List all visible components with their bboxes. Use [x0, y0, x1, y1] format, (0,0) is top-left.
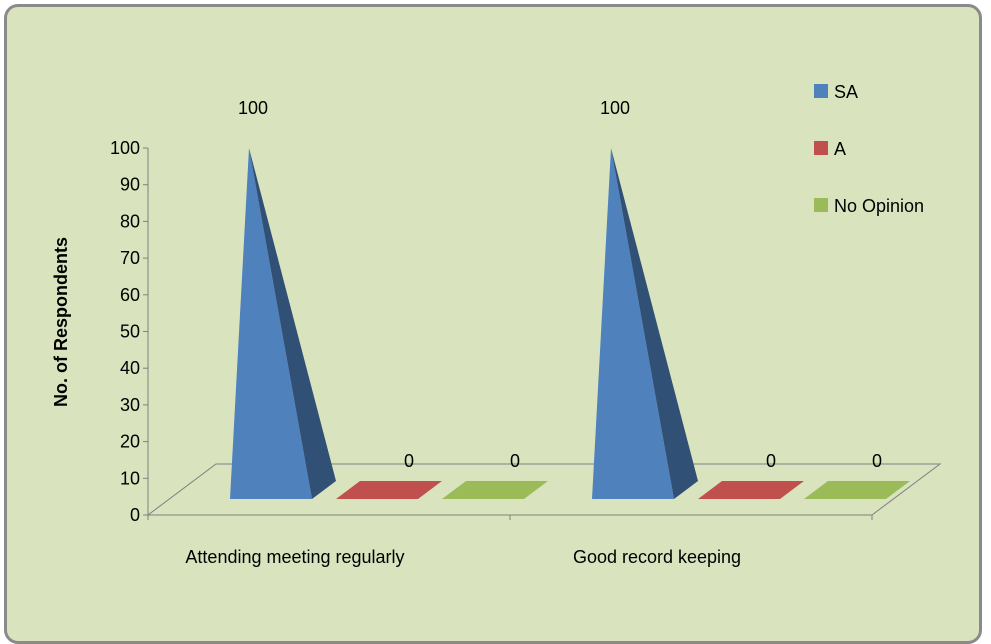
bar-a-flat — [336, 481, 442, 499]
data-label: 0 — [404, 451, 414, 471]
y-axis-label: No. of Respondents — [51, 237, 71, 407]
legend-swatch — [814, 84, 828, 98]
y-tick-label: 40 — [120, 358, 140, 378]
y-tick-label: 20 — [120, 432, 140, 452]
legend-label: A — [834, 139, 846, 159]
x-category-label: Attending meeting regularly — [185, 547, 404, 567]
data-label: 0 — [510, 451, 520, 471]
bar-sa-front — [230, 148, 312, 499]
data-label: 0 — [872, 451, 882, 471]
data-label: 100 — [238, 98, 268, 118]
bar-sa-side — [611, 148, 698, 499]
legend-swatch — [814, 141, 828, 155]
bar-sa-side — [249, 148, 336, 499]
y-tick-label: 100 — [110, 138, 140, 158]
y-tick-label: 0 — [130, 505, 140, 525]
bar-no-opinion-flat — [804, 481, 910, 499]
bar-a-flat — [698, 481, 804, 499]
y-tick-label: 60 — [120, 285, 140, 305]
y-tick-label: 30 — [120, 395, 140, 415]
x-category-label: Good record keeping — [573, 547, 741, 567]
chart: 0 10 20 30 40 50 60 70 80 90 100 Attending meeting… — [51, 82, 942, 567]
legend-label: No Opinion — [834, 196, 924, 216]
y-tick-label: 50 — [120, 322, 140, 342]
y-tick-label: 10 — [120, 468, 140, 488]
legend-label: SA — [834, 82, 858, 102]
legend-swatch — [814, 198, 828, 212]
bar-sa-front — [592, 148, 674, 499]
y-tick-label: 70 — [120, 248, 140, 268]
data-label: 0 — [766, 451, 776, 471]
data-label: 100 — [600, 98, 630, 118]
chart-frame — [4, 4, 982, 644]
y-tick-label: 90 — [120, 175, 140, 195]
chart-floor — [146, 463, 942, 516]
bar-no-opinion-flat — [442, 481, 548, 499]
y-tick-label: 80 — [120, 211, 140, 231]
